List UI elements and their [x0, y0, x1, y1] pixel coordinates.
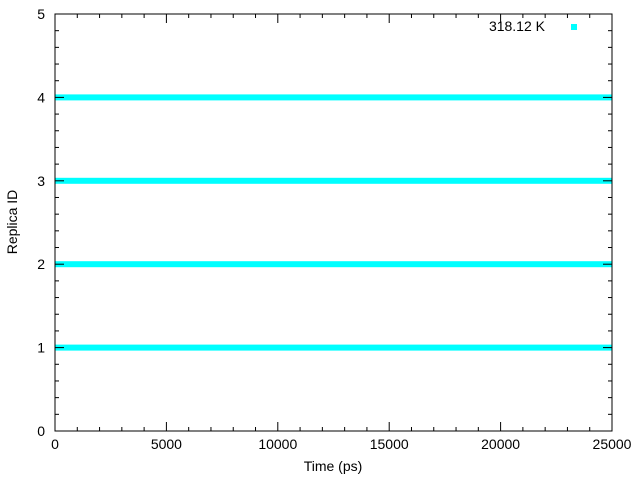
- x-tick-label: 25000: [593, 436, 632, 452]
- axis-layer: 0 5000 10000 15000 20000 25000 0 1 2 3 4 5: [37, 6, 631, 452]
- legend-marker: [571, 24, 577, 30]
- y-axis-title: Replica ID: [4, 190, 20, 255]
- x-axis-title: Time (ps): [304, 458, 363, 474]
- y-tick-label: 5: [37, 6, 45, 22]
- y-tick-label: 2: [37, 256, 45, 272]
- x-tick-label: 5000: [151, 436, 182, 452]
- y-tick-label: 1: [37, 340, 45, 356]
- series-layer: [55, 94, 612, 351]
- series-band-replica-1: [55, 344, 612, 351]
- y-tick-label: 4: [37, 89, 45, 105]
- series-band-replica-4: [55, 94, 612, 101]
- plot-frame: [54, 13, 613, 432]
- x-tick-label: 0: [51, 436, 59, 452]
- x-tick-label: 10000: [258, 436, 297, 452]
- legend: 318.12 K: [489, 18, 577, 34]
- series-band-replica-3: [55, 177, 612, 184]
- x-tick-label: 20000: [481, 436, 520, 452]
- legend-label: 318.12 K: [489, 18, 546, 34]
- y-tick-label: 0: [37, 423, 45, 439]
- y-tick-label: 3: [37, 173, 45, 189]
- series-band-replica-2: [55, 261, 612, 268]
- x-tick-label: 15000: [370, 436, 409, 452]
